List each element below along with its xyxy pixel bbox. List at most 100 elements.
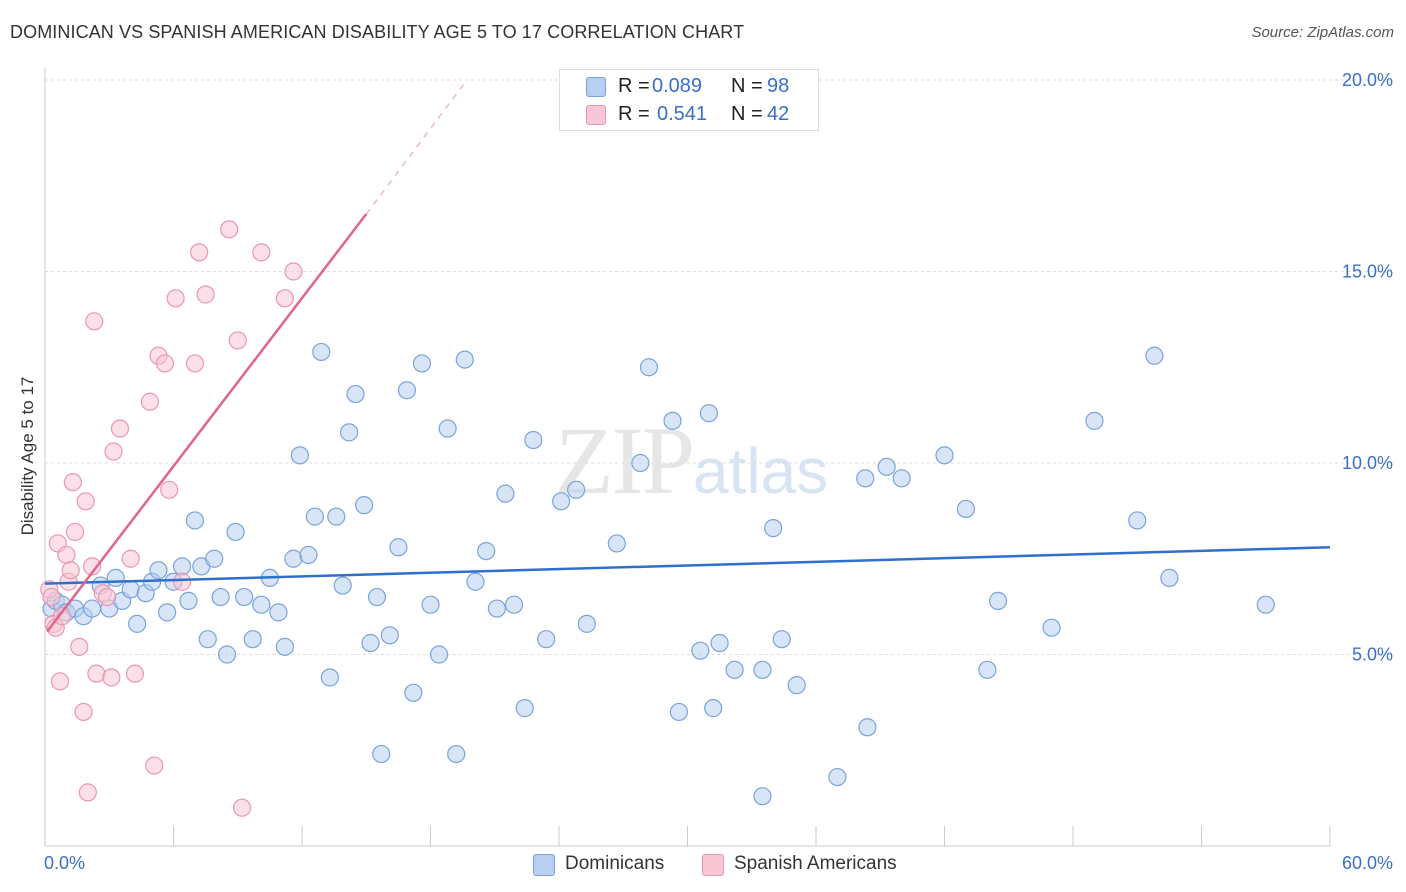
y-tick-label: 5.0% xyxy=(1352,645,1393,665)
spanish-americans-point xyxy=(63,473,82,492)
dominicans-point xyxy=(299,545,318,565)
dominicans-point xyxy=(157,603,177,622)
dominicans-point xyxy=(211,587,230,607)
spanish-americans-point xyxy=(42,587,61,607)
chart-title: DOMINICAN VS SPANISH AMERICAN DISABILITY… xyxy=(10,22,745,42)
dominicans-point xyxy=(1042,618,1061,637)
legend-n-label: N = xyxy=(731,75,763,97)
legend-n-value: 42 xyxy=(767,103,790,125)
dominicans-point xyxy=(1160,568,1179,588)
dominicans-point xyxy=(121,580,140,599)
dominicans-point xyxy=(198,630,217,649)
dominicans-point xyxy=(340,423,359,442)
bottom-legend-swatch-pink xyxy=(702,854,724,876)
dominicans-point xyxy=(856,469,875,488)
dominicans-point xyxy=(956,499,976,519)
dominicans-point xyxy=(892,469,911,488)
dominicans-point xyxy=(858,718,877,737)
dominicans-point xyxy=(367,587,387,607)
dominicans-point xyxy=(710,633,729,653)
legend-swatch-pink xyxy=(586,105,606,125)
spanish-americans-point xyxy=(50,672,70,691)
dominicans-point xyxy=(333,576,352,595)
spanish-americans-point xyxy=(65,522,85,542)
dominicans-point xyxy=(185,511,205,530)
dominicans-point xyxy=(787,676,806,695)
dominicans-point xyxy=(988,591,1008,610)
dominicans-point xyxy=(217,645,237,664)
dominicans-point xyxy=(397,381,417,400)
spanish-americans-point xyxy=(98,587,117,607)
trend-lines xyxy=(44,79,1331,633)
spanish-americans-point xyxy=(155,354,175,373)
dominicans-point xyxy=(1085,411,1104,430)
spanish-americans-point xyxy=(228,331,247,350)
dominicans-point xyxy=(320,668,339,687)
dominicans-point xyxy=(577,614,596,633)
dominicans-point xyxy=(389,538,408,557)
spanish-americans-point xyxy=(140,392,160,411)
spanish-americans-point xyxy=(172,572,192,591)
dominicans-point xyxy=(404,683,423,702)
dominicans-point xyxy=(455,350,474,369)
dominicans-point xyxy=(172,557,192,576)
dominicans-point xyxy=(669,702,689,722)
dominicans-point xyxy=(83,599,102,618)
dominicans-point xyxy=(639,358,659,377)
spanish-americans-point xyxy=(78,783,97,802)
x-tick-label-min: 0.0% xyxy=(44,853,85,873)
dominicans-point xyxy=(504,595,524,614)
dominicans-point xyxy=(466,572,485,591)
dominicans-point xyxy=(537,630,556,649)
dominicans-point xyxy=(226,522,245,542)
dominicans-point xyxy=(764,519,783,538)
legend-n-label: N = xyxy=(731,103,763,125)
dominicans-point xyxy=(725,660,744,679)
legend-swatch-blue xyxy=(586,77,606,97)
dominicans-point xyxy=(1256,595,1275,614)
dominicans-point xyxy=(421,595,440,614)
y-tick-label: 20.0% xyxy=(1342,70,1393,90)
spanish-americans-point xyxy=(220,220,239,239)
dominicans-point xyxy=(487,599,506,618)
dominicans-point xyxy=(305,507,324,526)
dominicans-point xyxy=(284,549,303,568)
legend-r-label: R = xyxy=(618,103,650,125)
spanish-americans-point xyxy=(284,262,303,281)
dominicans-point xyxy=(704,699,723,718)
legend-r-value: 0.541 xyxy=(657,103,708,125)
bottom-legend-label: Spanish Americans xyxy=(734,853,897,874)
spanish-americans-trend-extension xyxy=(365,79,468,215)
grid-lines xyxy=(45,79,1393,655)
dominicans-point xyxy=(243,630,262,649)
spanish-americans-points xyxy=(40,220,303,817)
dominicans-points xyxy=(42,342,1275,806)
legend-r-value: 0.089 xyxy=(652,75,703,97)
dominicans-point xyxy=(1128,511,1147,530)
dominicans-point xyxy=(515,699,534,718)
spanish-americans-point xyxy=(53,607,72,626)
dominicans-point xyxy=(412,354,432,373)
dominicans-point xyxy=(496,484,515,503)
dominicans-point xyxy=(935,446,954,465)
dominicans-point xyxy=(567,480,586,499)
spanish-americans-point xyxy=(125,664,145,683)
dominicans-point xyxy=(380,626,399,645)
dominicans-trend-line xyxy=(44,546,1331,585)
dominicans-point xyxy=(477,541,496,561)
dominicans-point xyxy=(361,633,380,653)
spanish-americans-point xyxy=(275,289,294,308)
spanish-americans-point xyxy=(110,419,130,438)
dominicans-point xyxy=(429,645,449,664)
dominicans-point xyxy=(149,561,168,580)
dominicans-point xyxy=(699,404,719,423)
spanish-americans-point xyxy=(61,561,80,580)
dominicans-point xyxy=(355,496,374,515)
x-tick-label-max: 60.0% xyxy=(1342,853,1393,873)
dominicans-point xyxy=(447,744,466,764)
source-label: Source: ZipAtlas.com xyxy=(1251,24,1394,41)
dominicans-point xyxy=(290,446,309,465)
dominicans-point xyxy=(691,641,710,660)
bottom-legend-swatch-blue xyxy=(533,854,555,876)
